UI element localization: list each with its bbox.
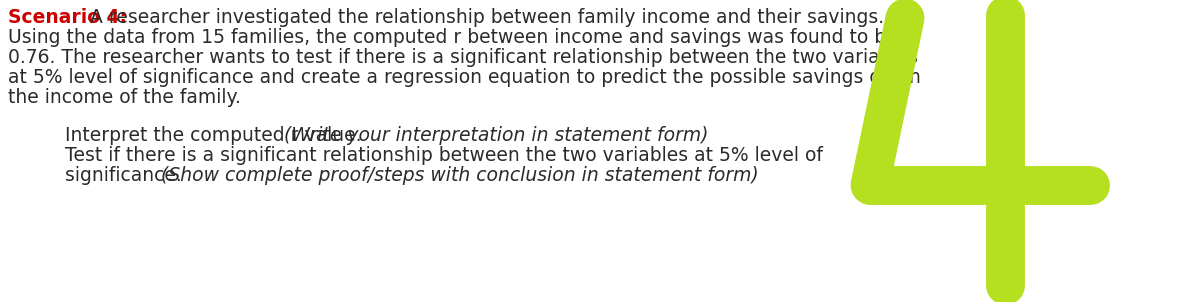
- Text: significance.: significance.: [65, 166, 187, 185]
- Text: the income of the family.: the income of the family.: [8, 88, 241, 107]
- Text: at 5% level of significance and create a regression equation to predict the poss: at 5% level of significance and create a…: [8, 68, 920, 87]
- Text: Test if there is a significant relationship between the two variables at 5% leve: Test if there is a significant relations…: [65, 146, 823, 165]
- Text: A researcher investigated the relationship between family income and their savin: A researcher investigated the relationsh…: [84, 8, 884, 27]
- Text: (Show complete proof/steps with conclusion in statement form): (Show complete proof/steps with conclusi…: [161, 166, 758, 185]
- Text: (Write your interpretation in statement form): (Write your interpretation in statement …: [284, 126, 709, 145]
- Text: Interpret the computed r value.: Interpret the computed r value.: [65, 126, 367, 145]
- Text: 0.76. The researcher wants to test if there is a significant relationship betwee: 0.76. The researcher wants to test if th…: [8, 48, 918, 67]
- Text: Using the data from 15 families, the computed r between income and savings was f: Using the data from 15 families, the com…: [8, 28, 898, 47]
- Text: Scenario 4:: Scenario 4:: [8, 8, 127, 27]
